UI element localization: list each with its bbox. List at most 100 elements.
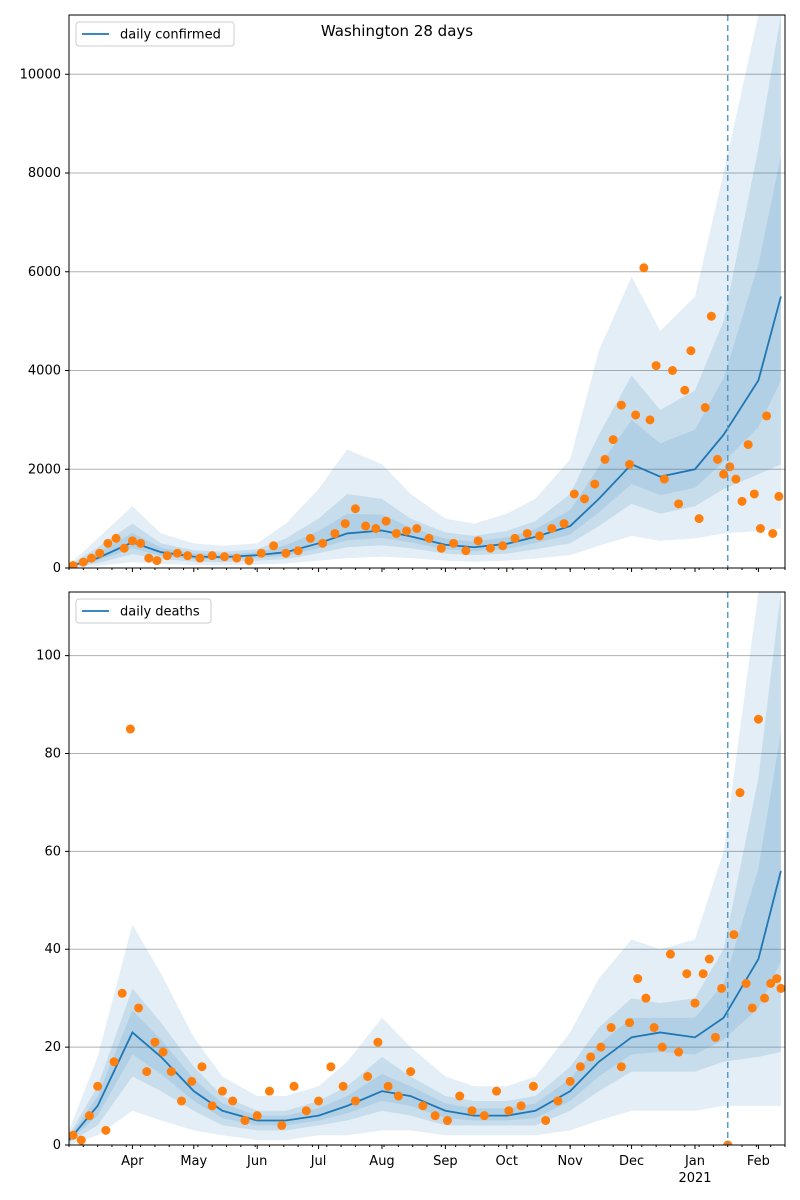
observed-point bbox=[485, 543, 495, 553]
observed-point bbox=[729, 930, 739, 940]
observed-point bbox=[232, 553, 242, 563]
observed-point bbox=[430, 1111, 440, 1121]
observed-point bbox=[639, 263, 649, 273]
observed-point bbox=[755, 524, 765, 533]
x-tick-label: Apr bbox=[121, 1154, 144, 1169]
observed-point bbox=[659, 474, 669, 484]
observed-point bbox=[731, 474, 741, 484]
observed-point bbox=[575, 1062, 585, 1072]
y-tick-label: 0 bbox=[53, 1138, 61, 1153]
observed-point bbox=[690, 998, 700, 1008]
observed-point bbox=[350, 504, 360, 514]
observed-point bbox=[95, 548, 105, 558]
observed-point bbox=[735, 788, 745, 798]
core-confidence-band bbox=[69, 155, 781, 567]
observed-point bbox=[301, 1106, 311, 1116]
observed-point bbox=[371, 524, 381, 533]
x-tick-label: Oct bbox=[496, 1154, 518, 1169]
observed-point bbox=[455, 1091, 465, 1101]
observed-point bbox=[256, 548, 266, 558]
observed-point bbox=[101, 1125, 111, 1135]
inner-confidence-band bbox=[69, 15, 781, 568]
observed-point bbox=[706, 311, 716, 321]
y-tick-label: 6000 bbox=[28, 265, 61, 280]
observed-point bbox=[93, 1081, 103, 1091]
observed-point bbox=[244, 556, 254, 566]
observed-point bbox=[363, 1071, 373, 1081]
observed-point bbox=[277, 1120, 287, 1130]
observed-point bbox=[641, 993, 651, 1003]
x-tick-label: Jul bbox=[310, 1154, 327, 1169]
y-tick-label: 10000 bbox=[20, 67, 61, 82]
observed-point bbox=[741, 979, 751, 989]
observed-point bbox=[269, 541, 279, 551]
observed-point bbox=[774, 491, 784, 501]
observed-point bbox=[207, 1101, 217, 1111]
observed-point bbox=[686, 346, 696, 356]
observed-point bbox=[522, 528, 532, 538]
observed-point bbox=[402, 526, 412, 536]
observed-point bbox=[187, 1076, 197, 1086]
observed-point bbox=[747, 1003, 757, 1013]
observed-point bbox=[144, 553, 154, 563]
observed-point bbox=[418, 1101, 428, 1111]
observed-point bbox=[219, 552, 229, 562]
observed-point bbox=[78, 557, 88, 567]
observed-point bbox=[424, 533, 434, 543]
observed-point bbox=[586, 1052, 596, 1062]
observed-point bbox=[674, 499, 684, 509]
observed-point bbox=[166, 1067, 176, 1077]
observed-point bbox=[596, 1042, 606, 1052]
observed-point bbox=[111, 533, 121, 543]
observed-point bbox=[569, 489, 579, 499]
observed-point bbox=[625, 1018, 635, 1028]
observed-point bbox=[109, 1057, 119, 1067]
observed-point bbox=[76, 1135, 86, 1145]
observed-point bbox=[152, 556, 162, 566]
observed-point bbox=[117, 988, 127, 998]
y-tick-label: 60 bbox=[44, 844, 61, 859]
observed-point bbox=[504, 1106, 514, 1116]
observed-point bbox=[412, 524, 422, 533]
observed-point bbox=[694, 514, 704, 524]
observed-point bbox=[162, 551, 172, 561]
observed-point bbox=[667, 366, 677, 375]
observed-point bbox=[725, 462, 735, 472]
observed-point bbox=[768, 528, 778, 538]
x-tick-label: May bbox=[180, 1154, 207, 1169]
observed-point bbox=[606, 1023, 616, 1033]
observed-point bbox=[134, 1003, 144, 1013]
legend-box bbox=[75, 21, 235, 47]
observed-point bbox=[559, 519, 569, 529]
observed-point bbox=[616, 1062, 626, 1072]
outer-confidence-band bbox=[69, 592, 781, 1145]
observed-point bbox=[737, 496, 747, 506]
observed-point bbox=[535, 531, 545, 541]
legend-label: daily deaths bbox=[120, 605, 200, 620]
observed-point bbox=[314, 1096, 324, 1106]
observed-point bbox=[631, 410, 641, 420]
observed-point bbox=[381, 516, 391, 526]
observed-point bbox=[608, 435, 618, 445]
observed-point bbox=[87, 553, 97, 563]
observed-point bbox=[479, 1111, 489, 1121]
deaths-panel: 0 20 40 60 80 100 Apr May Jun Jul Aug Sep Oct Nov Dec J… bbox=[36, 591, 786, 1186]
y-tick-label: 4000 bbox=[28, 364, 61, 379]
observed-point bbox=[240, 1116, 250, 1126]
observed-point bbox=[361, 521, 371, 531]
observed-point bbox=[473, 536, 483, 546]
legend-label: daily confirmed bbox=[120, 28, 221, 43]
observed-point bbox=[743, 440, 753, 450]
observed-point bbox=[633, 974, 643, 984]
x-tick-label: Aug bbox=[369, 1154, 394, 1169]
x-year-label: 2021 bbox=[678, 1171, 711, 1186]
median-line bbox=[69, 870, 782, 1141]
observed-point bbox=[645, 415, 655, 425]
observed-point bbox=[719, 469, 729, 479]
observed-point bbox=[125, 724, 135, 734]
legend: daily confirmed bbox=[75, 21, 235, 47]
observed-point bbox=[338, 1081, 348, 1091]
observed-point bbox=[680, 385, 690, 395]
x-tick-label: Dec bbox=[619, 1154, 644, 1169]
